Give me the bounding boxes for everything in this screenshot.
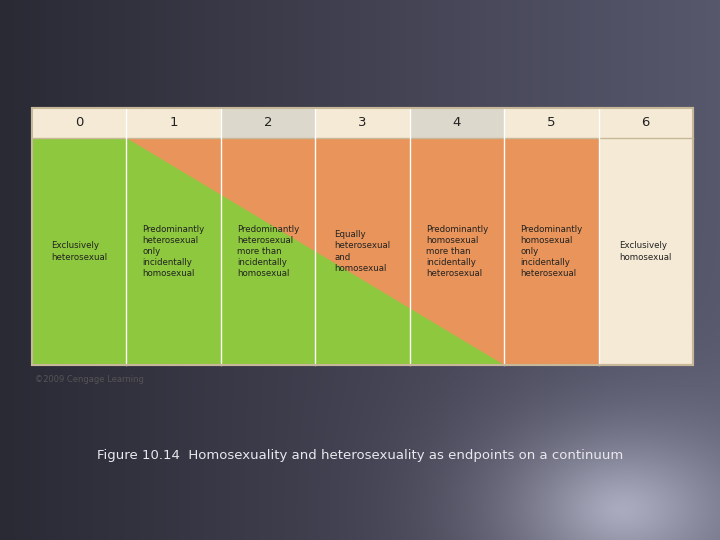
- Text: 2: 2: [264, 117, 272, 130]
- Text: Figure 10.14  Homosexuality and heterosexuality as endpoints on a continuum: Figure 10.14 Homosexuality and heterosex…: [97, 449, 623, 462]
- Text: 5: 5: [547, 117, 556, 130]
- Text: Exclusively
homosexual: Exclusively homosexual: [620, 241, 672, 261]
- Bar: [32, 108, 693, 365]
- Text: 3: 3: [359, 117, 366, 130]
- Text: 4: 4: [453, 117, 461, 130]
- Text: Predominantly
homosexual
more than
incidentally
heterosexual: Predominantly homosexual more than incid…: [426, 225, 488, 278]
- Bar: [504, 108, 598, 138]
- Text: Predominantly
heterosexual
only
incidentally
homosexual: Predominantly heterosexual only incident…: [143, 225, 204, 278]
- Bar: [32, 108, 127, 138]
- Text: 0: 0: [75, 117, 84, 130]
- Polygon shape: [32, 138, 504, 365]
- Bar: [221, 108, 315, 138]
- Text: Exclusively
heterosexual: Exclusively heterosexual: [51, 241, 107, 261]
- Text: 1: 1: [169, 117, 178, 130]
- Text: ©2009 Cengage Learning: ©2009 Cengage Learning: [35, 375, 144, 384]
- Bar: [598, 108, 693, 138]
- Bar: [127, 108, 221, 138]
- Bar: [32, 108, 693, 365]
- Text: Equally
heterosexual
and
homosexual: Equally heterosexual and homosexual: [334, 231, 390, 273]
- Text: Predominantly
heterosexual
more than
incidentally
homosexual: Predominantly heterosexual more than inc…: [237, 225, 300, 278]
- Bar: [127, 138, 598, 365]
- Bar: [315, 108, 410, 138]
- Text: Predominantly
homosexual
only
incidentally
heterosexual: Predominantly homosexual only incidental…: [521, 225, 582, 278]
- Text: 6: 6: [642, 117, 650, 130]
- Bar: [410, 108, 504, 138]
